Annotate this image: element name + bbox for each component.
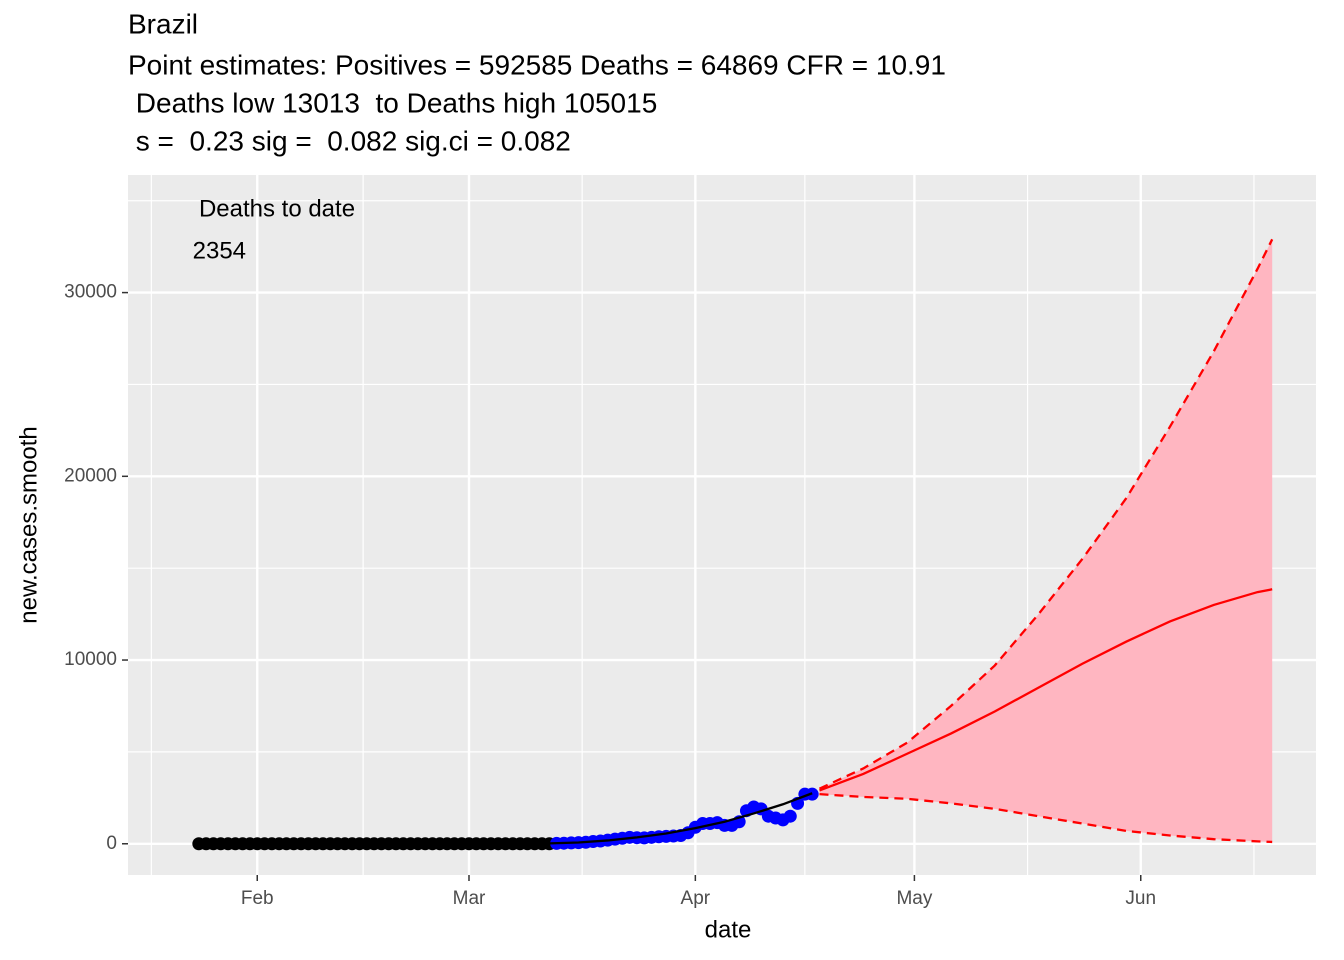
x-tick-label: Feb	[241, 888, 274, 909]
y-tick-label: 20000	[64, 465, 117, 486]
annotation: Deaths to date	[199, 195, 355, 222]
data-point	[783, 809, 797, 823]
x-tick-label: Jun	[1125, 888, 1156, 909]
y-tick-label: 0	[106, 833, 117, 854]
x-tick-label: May	[896, 888, 932, 909]
y-tick-label: 10000	[64, 649, 117, 670]
y-axis-title: new.cases.smooth	[15, 426, 42, 623]
subtitle-line: Deaths low 13013 to Deaths high 105015	[128, 87, 657, 118]
y-tick-label: 30000	[64, 282, 117, 303]
subtitle-line: Point estimates: Positives = 592585 Deat…	[128, 49, 946, 80]
plot-panel	[128, 175, 1316, 875]
annotation: 2354	[186, 237, 246, 264]
fit-line	[819, 588, 1273, 792]
bound-line	[818, 238, 1274, 790]
chart-title: Brazil	[128, 8, 198, 39]
bound-line	[819, 793, 1273, 844]
confidence-ribbon	[819, 239, 1273, 842]
x-tick-label: Apr	[681, 888, 711, 909]
x-axis-title: date	[705, 916, 752, 943]
subtitle-line: s = 0.23 sig = 0.082 sig.ci = 0.082	[128, 125, 571, 156]
x-tick-label: Mar	[453, 888, 486, 909]
fit-line	[549, 792, 813, 845]
